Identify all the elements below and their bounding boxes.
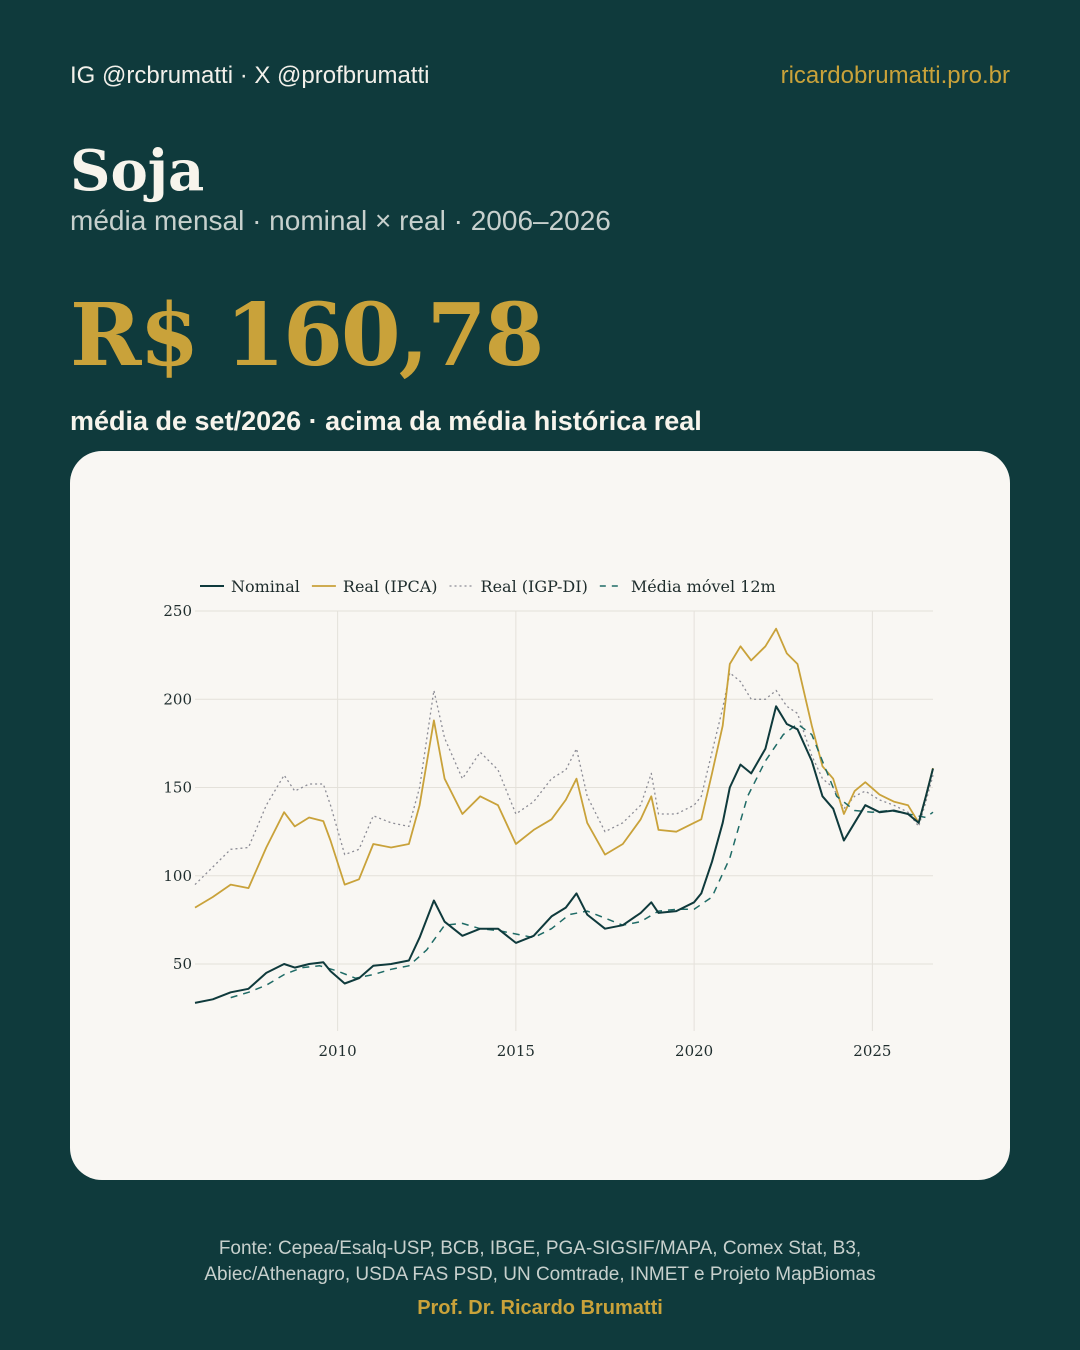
website-link[interactable]: ricardobrumatti.pro.br [780,62,1010,89]
page-title: Soja [70,138,205,204]
legend-label: Nominal [231,577,300,596]
headline-price: R$ 160,78 [70,285,544,386]
source-line-2: Abiec/Athenagro, USDA FAS PSD, UN Comtra… [204,1264,876,1285]
x-tick-label: 2025 [853,1042,891,1060]
x-tick-label: 2020 [675,1042,713,1060]
y-tick-label: 200 [163,690,192,708]
y-tick-label: 250 [163,602,192,620]
page-subtitle: média mensal · nominal × real · 2006–202… [70,205,611,236]
x-tick-label: 2010 [319,1042,357,1060]
series-line-nominal [194,705,934,1004]
line-chart: 50 100 150 200 250 2010 2015 2020 2025 Nominal Re… [163,577,934,1060]
series-line-real-ipca [194,627,934,909]
social-handles: IG @rcbrumatti · X @profbrumatti [70,62,430,89]
legend-label: Real (IGP-DI) [481,577,588,596]
series-line-m-dia-m-vel-12m [230,723,934,999]
legend-label: Média móvel 12m [631,577,776,596]
y-tick-label: 150 [163,779,192,797]
y-tick-label: 50 [173,955,192,973]
chart-card: 50 100 150 200 250 2010 2015 2020 2025 Nominal Re… [70,451,1010,1180]
legend-label: Real (IPCA) [343,577,438,596]
series-line-real-igp-di [194,672,934,886]
source-line-1: Fonte: Cepea/Esalq-USP, BCB, IBGE, PGA-S… [218,1238,862,1259]
x-tick-label: 2015 [497,1042,535,1060]
y-tick-label: 100 [163,867,192,885]
author-credit: Prof. Dr. Ricardo Brumatti [417,1297,663,1319]
price-caption: média de set/2026 · acima da média histó… [70,406,702,436]
